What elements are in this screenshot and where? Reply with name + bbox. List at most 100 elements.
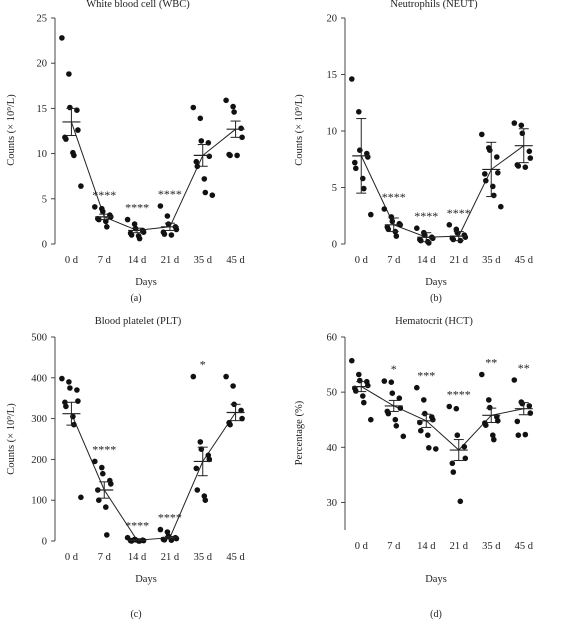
data-point [96,216,102,223]
data-point [519,400,526,407]
y-tick-label: 10 [327,127,338,138]
y-tick-label: 25 [37,14,48,25]
panel-label: (b) [430,293,442,304]
data-point [59,35,65,41]
data-point [360,393,366,399]
data-point [197,115,204,122]
data-point [527,155,534,161]
data-point [108,481,114,487]
data-point [446,403,453,410]
data-point [397,405,404,411]
data-point [462,234,469,240]
significance-label: * [391,362,397,376]
data-point [479,371,485,378]
x-tick-label: 7 d [387,255,401,266]
data-point [227,152,233,159]
y-tick-label: 10 [37,149,48,160]
data-point [526,403,533,409]
data-point [393,233,400,239]
data-point [421,397,427,403]
x-tick-label: 45 d [226,552,245,563]
data-point [66,379,72,385]
y-tick-label: 500 [31,333,47,344]
significance-label: **** [125,201,149,215]
x-tick-label: 0 d [355,541,369,552]
data-point [349,76,355,82]
significance-label: * [200,358,206,372]
y-axis-label: Percentage (%) [294,400,305,465]
chart-title: White blood cell (WBC) [86,0,190,10]
data-point [426,445,432,451]
x-tick-label: 45 d [226,255,245,266]
data-point [161,537,168,543]
significance-label: **** [125,519,149,533]
data-point [491,192,497,199]
y-axis-label: Counts (× 10⁹/L) [294,94,305,166]
data-point [483,422,489,429]
chart-panel-2: Neutrophils (NEUT) 0 5 10 15 20 Counts (× 10⁹/… [294,0,534,304]
data-point [449,460,456,467]
x-tick-label: 7 d [98,255,112,266]
y-tick-label: 300 [31,414,47,425]
mean-line [360,145,525,238]
data-point [230,383,236,389]
data-point [357,377,363,384]
data-point [450,236,457,243]
data-point [352,159,358,166]
data-point [356,109,362,115]
significance-label: **** [414,209,438,223]
data-point [157,203,164,209]
data-point [239,415,245,422]
data-point [100,470,106,477]
data-point [422,410,428,417]
data-point [193,158,200,165]
data-point [461,443,468,450]
data-point [425,432,431,439]
data-point [78,494,84,501]
data-point [71,152,77,159]
data-point [202,189,209,196]
data-point [100,208,106,215]
data-point [78,183,84,189]
x-tick-label: 14 d [417,541,436,552]
significance-label: **** [447,206,471,220]
data-point [361,399,367,406]
y-tick-label: 400 [31,373,47,384]
data-point [515,432,522,439]
mean-line [70,121,236,231]
data-point [99,464,105,471]
data-point [446,222,453,228]
data-point [356,371,362,378]
data-point [368,211,374,218]
chart-title: Neutrophils (NEUT) [390,0,478,10]
chart-title: Hematocrit (HCT) [395,316,473,327]
x-axis-label: Days [425,574,447,585]
data-point [190,104,197,111]
data-point [388,379,395,386]
x-tick-label: 35 d [194,552,213,563]
data-point [74,387,80,393]
data-point [462,455,469,462]
x-axis-label: Days [135,277,157,288]
x-tick-label: 35 d [482,255,501,266]
data-point [381,206,388,212]
data-point [414,225,420,231]
data-point [161,231,168,237]
data-point [157,526,164,533]
x-tick-label: 0 d [65,552,79,563]
data-point [526,148,533,155]
data-point [223,373,229,380]
data-point [381,378,388,384]
data-point [173,226,180,233]
mean-line [70,412,237,541]
data-point [479,131,485,138]
data-point [357,147,363,153]
y-tick-label: 15 [327,70,338,81]
data-point [96,497,102,504]
significance-label: **** [158,511,182,525]
data-point [511,377,518,383]
data-point [92,204,98,210]
x-tick-label: 7 d [98,552,112,563]
data-point [454,432,461,439]
y-tick-label: 0 [42,537,47,548]
